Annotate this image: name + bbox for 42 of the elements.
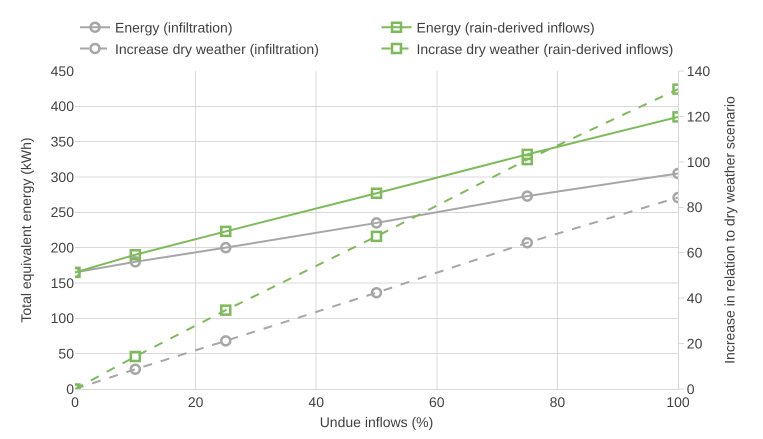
x-tick-label: 20 bbox=[188, 394, 204, 410]
y2-tick-label: 140 bbox=[686, 62, 710, 79]
y-tick-label: 100 bbox=[50, 310, 74, 326]
x-axis-title: Undue inflows (%) bbox=[320, 414, 434, 430]
point bbox=[130, 248, 142, 260]
legend-label: Incrase dry weather (rain-derived inflows) bbox=[416, 40, 674, 57]
point bbox=[220, 304, 232, 316]
x-tick-label: 60 bbox=[429, 394, 445, 410]
point bbox=[522, 154, 533, 166]
legend-label: Energy (rain-derived inflows) bbox=[416, 20, 595, 36]
point bbox=[370, 188, 382, 199]
point bbox=[130, 350, 142, 362]
y2-axis-title: Increase in relation to dry weather scenario bbox=[722, 96, 738, 364]
y-tick-label: 50 bbox=[58, 346, 74, 362]
y2-tick-label: 20 bbox=[686, 335, 703, 352]
legend-label: Energy (infiltration) bbox=[115, 20, 232, 36]
point bbox=[220, 242, 232, 254]
y2-tick-label: 40 bbox=[686, 290, 703, 306]
legend-label: Increase dry weather (infiltration) bbox=[115, 40, 319, 57]
y2-tick-label: 60 bbox=[686, 244, 703, 261]
y2-tick-label: 100 bbox=[686, 154, 710, 170]
point bbox=[220, 226, 232, 238]
y-axis-title: Total equivalent energy (kWh) bbox=[18, 137, 34, 323]
point bbox=[522, 236, 533, 248]
y-tick-label: 450 bbox=[50, 62, 74, 79]
y2-tick-label: 120 bbox=[686, 108, 710, 124]
point bbox=[220, 335, 232, 347]
y-tick-label: 300 bbox=[50, 168, 74, 185]
y-tick-label: 400 bbox=[50, 98, 74, 114]
point bbox=[522, 190, 533, 202]
point bbox=[130, 363, 142, 375]
point bbox=[370, 217, 382, 229]
x-tick-label: 40 bbox=[308, 394, 324, 410]
y-tick-label: 150 bbox=[50, 274, 74, 291]
y-tick-label: 0 bbox=[66, 380, 74, 397]
y2-tick-label: 80 bbox=[686, 199, 703, 216]
y-tick-label: 200 bbox=[50, 240, 74, 256]
y-tick-label: 350 bbox=[50, 134, 74, 150]
point bbox=[370, 286, 382, 298]
y-tick-label: 250 bbox=[50, 204, 74, 220]
point bbox=[370, 230, 382, 242]
x-tick-label: 80 bbox=[550, 394, 566, 410]
